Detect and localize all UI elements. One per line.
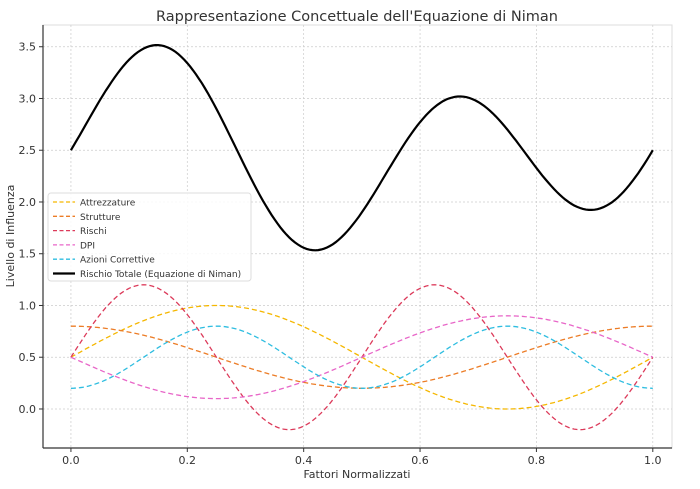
series-line-azioni-correttive xyxy=(70,325,653,389)
y-tick-label: 2.5 xyxy=(19,144,37,157)
x-tick-label: 0.6 xyxy=(411,454,429,467)
y-tick-label: 1.5 xyxy=(19,248,37,261)
y-tick-label: 1.0 xyxy=(19,299,37,312)
x-tick-label: 1.0 xyxy=(644,454,662,467)
legend-label: Rischio Totale (Equazione di Niman) xyxy=(80,270,241,280)
legend-label: Rischi xyxy=(80,227,107,237)
legend-box xyxy=(47,192,252,282)
x-axis-label: Fattori Normalizzati xyxy=(303,468,410,481)
legend-label: DPI xyxy=(80,241,95,251)
x-tick-label: 0.4 xyxy=(295,454,313,467)
legend-label: Strutture xyxy=(80,213,121,223)
y-tick-label: 0.5 xyxy=(19,351,37,364)
chart-title: Rappresentazione Concettuale dell'Equazi… xyxy=(156,9,558,25)
legend-label: Attrezzature xyxy=(80,199,136,209)
y-axis-label: Livello di Influenza xyxy=(4,185,17,288)
x-tick-label: 0.8 xyxy=(528,454,546,467)
y-tick-label: 2.0 xyxy=(19,196,37,209)
x-tick-label: 0.0 xyxy=(62,454,80,467)
y-tick-label: 3.5 xyxy=(19,41,37,54)
y-tick-label: 0.0 xyxy=(19,403,37,416)
legend: Attrezzature Strutture Rischi DPI Azioni Cor… xyxy=(47,192,252,282)
series-line-rischio-totale-equazione-di-niman- xyxy=(69,44,654,252)
legend-label: Azioni Correttive xyxy=(80,256,155,266)
x-tick-label: 0.2 xyxy=(179,454,197,467)
y-tick-label: 3.0 xyxy=(19,92,37,105)
series-line-dpi xyxy=(70,315,654,400)
